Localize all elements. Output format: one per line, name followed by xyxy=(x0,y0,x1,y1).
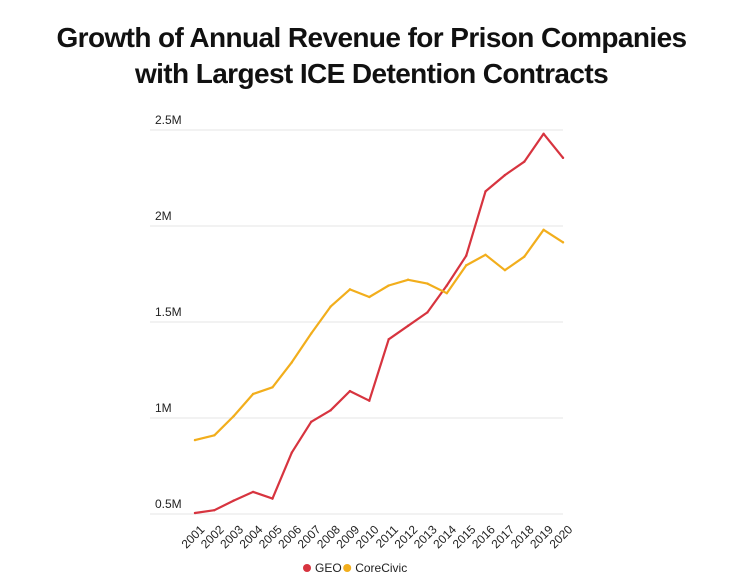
data-point-geo xyxy=(348,389,352,393)
data-point-geo xyxy=(310,420,313,424)
chart-title-line-2: with Largest ICE Detention Contracts xyxy=(134,58,609,89)
y-tick-label: 2M xyxy=(155,209,172,223)
data-point-geo xyxy=(232,499,235,502)
chart-title: Growth of Annual Revenue for Prison Comp… xyxy=(0,20,743,92)
data-point-geo xyxy=(542,132,545,136)
data-point-corecivic xyxy=(329,305,332,308)
data-point-corecivic xyxy=(290,361,294,364)
data-point-corecivic xyxy=(193,438,197,442)
data-point-geo xyxy=(406,324,410,328)
data-point-geo xyxy=(426,311,429,314)
y-tick-label: 1.5M xyxy=(155,305,182,319)
data-point-corecivic xyxy=(406,278,410,281)
data-point-geo xyxy=(387,338,390,341)
data-point-corecivic xyxy=(213,434,216,437)
y-axis-tick-labels: 0.5M 1M 1.5M 2M 2.5M xyxy=(155,113,182,511)
y-tick-label: 1M xyxy=(155,401,172,415)
legend-label-corecivic[interactable]: CoreCivic xyxy=(355,561,407,575)
data-point-corecivic xyxy=(426,282,429,285)
data-point-geo xyxy=(523,160,526,163)
data-point-geo xyxy=(484,190,487,193)
data-point-geo xyxy=(290,451,294,454)
legend: GEO CoreCivic xyxy=(303,561,407,575)
data-point-corecivic xyxy=(542,228,545,232)
data-point-corecivic xyxy=(484,253,487,256)
data-point-corecivic xyxy=(464,264,468,267)
legend-marker-geo xyxy=(303,564,311,572)
data-point-geo xyxy=(271,497,274,500)
data-point-geo xyxy=(368,399,371,402)
legend-label-geo[interactable]: GEO xyxy=(315,561,342,575)
data-point-geo xyxy=(193,511,197,515)
x-tick-label: 2020 xyxy=(547,522,576,551)
data-point-corecivic xyxy=(310,332,313,335)
series-lines xyxy=(193,132,565,515)
data-point-corecivic xyxy=(251,392,255,396)
data-point-geo xyxy=(464,254,468,257)
data-point-corecivic xyxy=(368,295,371,299)
data-point-corecivic xyxy=(445,292,448,295)
series-line-geo xyxy=(193,132,565,515)
data-point-geo xyxy=(445,284,448,287)
y-tick-label: 2.5M xyxy=(155,113,182,127)
data-point-corecivic xyxy=(232,414,235,418)
data-point-corecivic xyxy=(503,268,507,272)
data-point-corecivic xyxy=(387,284,390,287)
data-point-geo xyxy=(213,508,216,512)
gridlines xyxy=(150,129,563,515)
series-line-corecivic xyxy=(193,228,565,442)
chart-title-line-1: Growth of Annual Revenue for Prison Comp… xyxy=(56,22,687,53)
data-point-corecivic xyxy=(523,255,526,258)
data-point-geo xyxy=(329,409,332,412)
data-point-corecivic xyxy=(561,241,565,244)
x-axis-tick-labels: 2001200220032004200520062007200820092010… xyxy=(179,522,576,551)
legend-marker-corecivic xyxy=(343,564,352,572)
y-tick-label: 0.5M xyxy=(155,497,182,511)
data-point-corecivic xyxy=(348,288,352,291)
data-point-geo xyxy=(561,156,565,160)
data-point-geo xyxy=(503,173,507,177)
data-point-geo xyxy=(251,490,255,494)
data-point-corecivic xyxy=(271,386,274,389)
